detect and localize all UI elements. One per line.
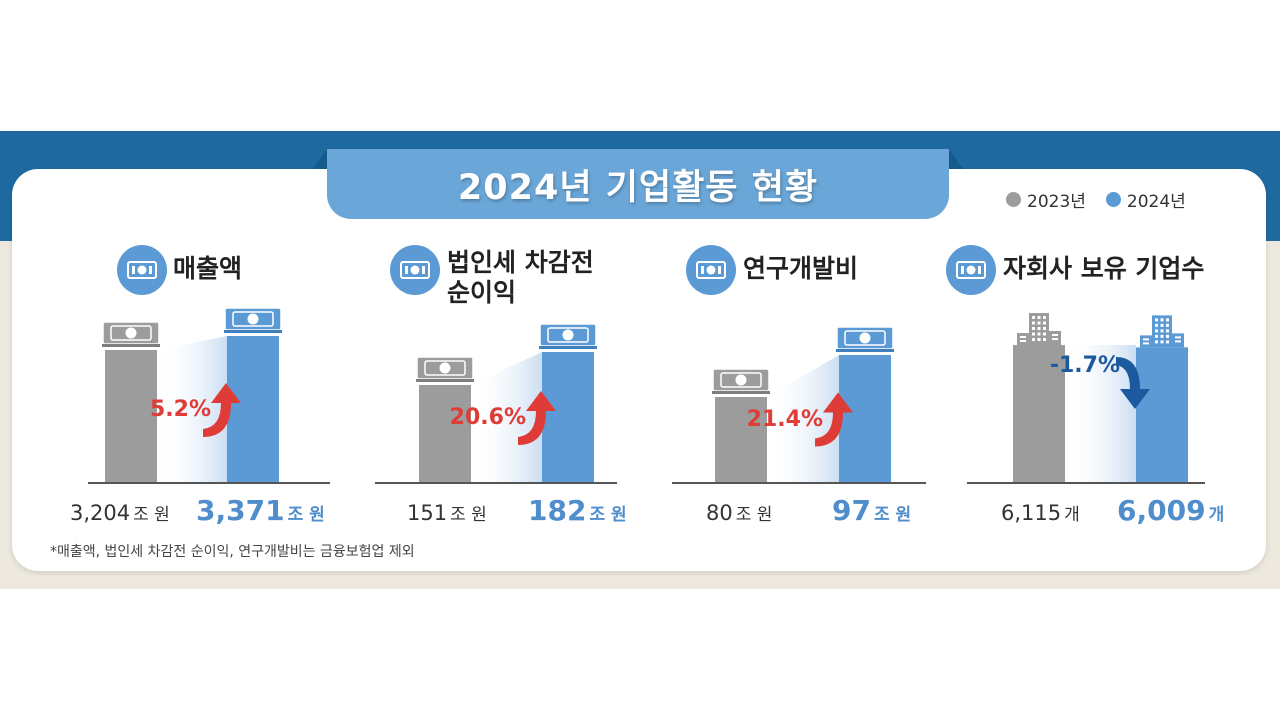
money-stack-icon-2024 <box>539 323 597 352</box>
value-2024-number: 6,009 <box>1117 494 1206 527</box>
value-2024: 3,371 조 원 <box>196 494 325 527</box>
category-title-line: 순이익 <box>447 278 517 307</box>
value-2024-number: 182 <box>528 494 587 527</box>
value-2023: 6,115 개 <box>1001 500 1080 525</box>
legend-item-2024: 2024년 <box>1105 187 1186 212</box>
value-2023-number: 80 <box>706 501 733 525</box>
value-2023-unit: 조 원 <box>735 505 773 525</box>
money-stack-icon-2024 <box>836 326 894 355</box>
building-icon-2024 <box>1140 315 1184 348</box>
money-stack-icon-2023 <box>102 321 160 350</box>
category-title: 매출액 <box>173 254 243 283</box>
value-2023: 80 조 원 <box>706 500 772 525</box>
value-2023-number: 3,204 <box>70 501 131 525</box>
baseline <box>967 482 1205 484</box>
legend-label-2024: 2024년 <box>1126 192 1186 212</box>
up-arrow-icon <box>815 392 853 447</box>
legend-label-2023: 2023년 <box>1027 192 1086 212</box>
value-2024-number: 3,371 <box>196 494 285 527</box>
change-percent: -1.7% <box>1049 353 1120 378</box>
value-2024-number: 97 <box>832 494 871 527</box>
money-icon <box>117 245 167 295</box>
change-percent: 5.2% <box>149 397 211 422</box>
up-arrow-icon <box>203 383 241 437</box>
category-title: 연구개발비 <box>743 254 859 283</box>
bar-2023 <box>1013 345 1065 482</box>
money-icon <box>390 245 440 295</box>
legend-item-2023: 2023년 <box>1006 187 1086 212</box>
change-percent: 20.6% <box>449 405 526 430</box>
value-2023-number: 6,115 <box>1001 501 1062 525</box>
value-2023-unit: 개 <box>1064 505 1080 525</box>
value-2024: 6,009 개 <box>1117 494 1224 527</box>
bar-2023 <box>105 350 157 482</box>
value-2024: 97 조 원 <box>832 494 911 527</box>
money-stack-icon-2023 <box>712 368 770 397</box>
change-percent: 21.4% <box>746 406 823 432</box>
bar-2024 <box>839 355 891 482</box>
bar-2023 <box>419 385 471 482</box>
category-title: 법인세 차감전 순이익 <box>447 248 594 308</box>
change-wedge <box>767 355 839 482</box>
value-2023: 151 조 원 <box>407 500 487 525</box>
value-2024-unit: 조 원 <box>589 505 627 525</box>
money-gear-icon <box>686 245 736 295</box>
category-title: 자회사 보유 기업수 <box>1003 254 1205 283</box>
bar-2024 <box>227 336 279 482</box>
baseline <box>88 482 330 484</box>
money-stack-icon-2024 <box>224 307 282 336</box>
value-2024-unit: 개 <box>1208 505 1225 525</box>
down-arrow-icon <box>1116 357 1150 409</box>
page-title: 2024년 기업활동 현황 <box>457 167 819 208</box>
bar-2023 <box>715 397 767 482</box>
value-2023: 3,204 조 원 <box>70 500 170 525</box>
people-gear-icon <box>946 245 996 295</box>
building-icon-2023 <box>1017 313 1061 345</box>
change-wedge <box>471 352 542 482</box>
value-2024-unit: 조 원 <box>287 505 325 525</box>
value-2023-unit: 조 원 <box>450 505 487 525</box>
legend-swatch-2023 <box>1006 192 1021 207</box>
up-arrow-icon <box>518 391 556 445</box>
change-wedge <box>1065 345 1136 482</box>
legend-swatch-2024 <box>1105 192 1121 207</box>
footnote: *매출액, 법인세 차감전 순이익, 연구개발비는 금융보험업 제외 <box>50 544 415 560</box>
baseline <box>375 482 617 484</box>
money-stack-icon-2023 <box>416 356 474 385</box>
category-title-line: 법인세 차감전 <box>447 248 594 277</box>
value-2023-number: 151 <box>407 501 448 525</box>
bar-2024 <box>542 352 594 482</box>
legend: 2023년 2024년 <box>1006 187 1186 212</box>
baseline <box>672 482 926 484</box>
value-2024: 182 조 원 <box>528 494 627 527</box>
value-2023-unit: 조 원 <box>133 505 170 525</box>
value-2024-unit: 조 원 <box>873 505 912 525</box>
change-wedge <box>157 336 227 482</box>
title-tab: 2024년 기업활동 현황 <box>313 149 963 219</box>
bar-2024 <box>1136 347 1188 482</box>
